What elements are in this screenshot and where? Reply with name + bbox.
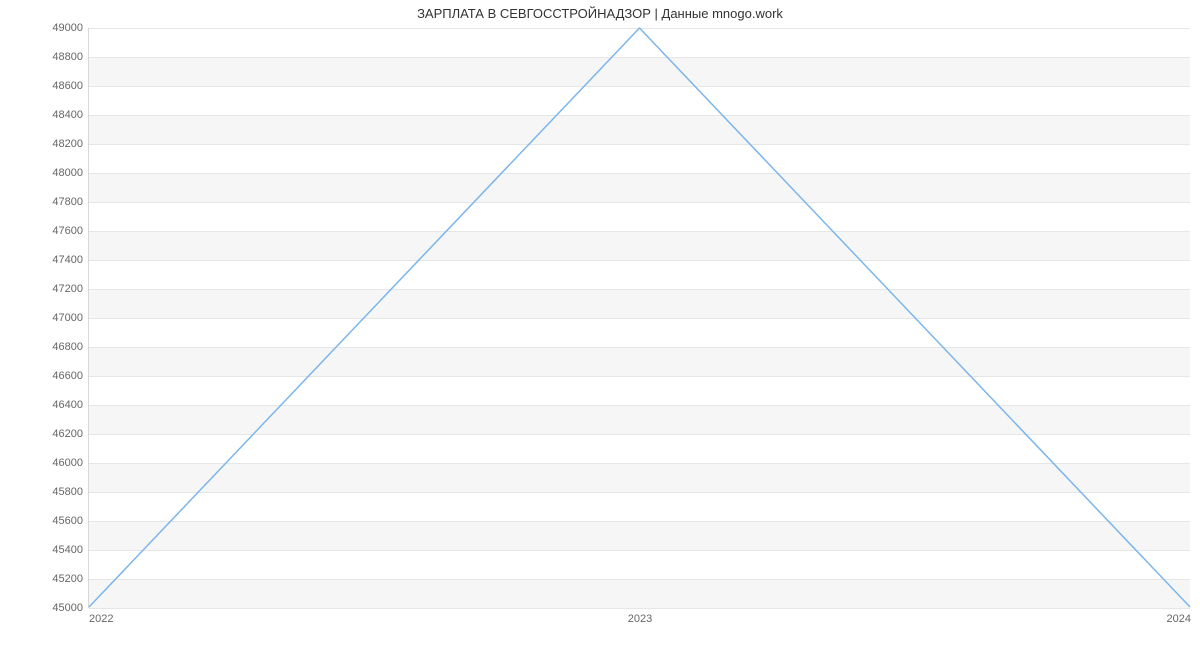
x-tick-label: 2023 [628, 607, 652, 625]
y-tick-label: 45400 [52, 544, 89, 556]
y-tick-label: 47400 [52, 254, 89, 266]
y-tick-label: 49000 [52, 22, 89, 34]
y-tick-label: 48200 [52, 138, 89, 150]
y-tick-label: 45800 [52, 486, 89, 498]
plot-area: 4500045200454004560045800460004620046400… [88, 28, 1190, 608]
y-tick-label: 48400 [52, 109, 89, 121]
y-tick-label: 48600 [52, 80, 89, 92]
y-tick-label: 48800 [52, 51, 89, 63]
y-tick-label: 47000 [52, 312, 89, 324]
y-tick-label: 46800 [52, 341, 89, 353]
y-tick-label: 48000 [52, 167, 89, 179]
x-tick-label: 2022 [89, 607, 113, 625]
y-tick-label: 45000 [52, 602, 89, 614]
y-tick-label: 45600 [52, 515, 89, 527]
chart-title: ЗАРПЛАТА В СЕВГОССТРОЙНАДЗОР | Данные mn… [0, 6, 1200, 21]
y-tick-label: 46600 [52, 370, 89, 382]
x-tick-label: 2024 [1167, 607, 1191, 625]
y-tick-label: 47800 [52, 196, 89, 208]
line-series-svg [89, 28, 1190, 607]
y-tick-label: 46400 [52, 399, 89, 411]
y-tick-label: 46200 [52, 428, 89, 440]
y-tick-label: 46000 [52, 457, 89, 469]
y-tick-label: 47600 [52, 225, 89, 237]
y-tick-label: 45200 [52, 573, 89, 585]
salary-line-chart: ЗАРПЛАТА В СЕВГОССТРОЙНАДЗОР | Данные mn… [0, 0, 1200, 650]
series-salary [89, 28, 1190, 607]
y-tick-label: 47200 [52, 283, 89, 295]
